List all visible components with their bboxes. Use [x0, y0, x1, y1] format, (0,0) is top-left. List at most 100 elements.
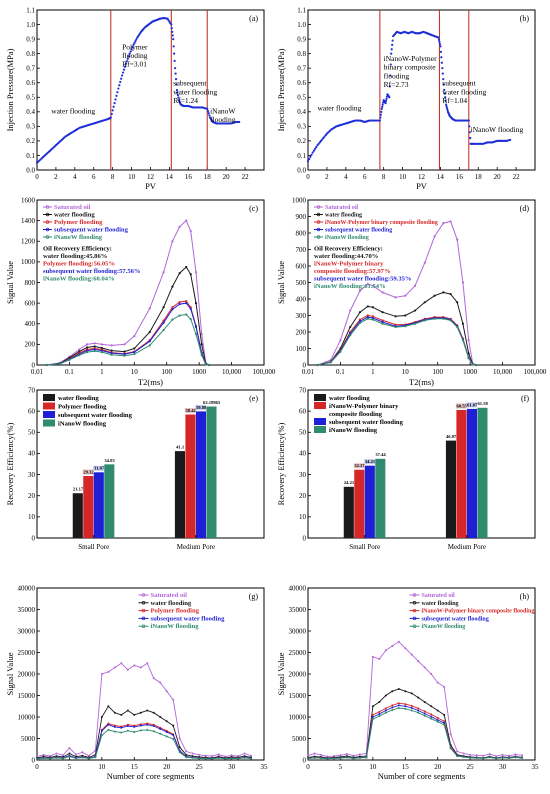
pressure-point: [171, 34, 174, 37]
series-point: [378, 712, 381, 715]
x-tick-label: 15: [402, 763, 410, 771]
series-point: [211, 757, 214, 760]
series-line: [36, 705, 252, 759]
bar: [104, 464, 115, 538]
series-point: [508, 754, 511, 757]
series-point: [462, 756, 465, 759]
y-tick-label: 0.5: [297, 94, 306, 102]
x-tick-label: 8: [382, 173, 386, 181]
legend-entry: Saturated oil: [151, 592, 188, 599]
x-tick-label: 100,000: [524, 368, 547, 376]
x-tick-label: 0: [306, 173, 310, 181]
series-point: [366, 314, 369, 317]
series-point: [319, 753, 322, 756]
pressure-point: [388, 96, 391, 99]
series-point: [189, 229, 192, 233]
y-axis-label: Injection Pressure(MPa): [276, 48, 286, 131]
series-point: [488, 752, 491, 755]
series-point: [87, 757, 90, 760]
legend-marker: [141, 593, 146, 597]
series-point: [123, 353, 126, 356]
series-point: [217, 757, 220, 760]
x-tick-label: 10: [98, 763, 106, 771]
pressure-point: [176, 91, 179, 94]
legend-marker: [316, 220, 321, 224]
y-tick-label: 30000: [18, 627, 36, 635]
x-tick-label: 5: [339, 763, 343, 771]
pressure-point: [174, 72, 177, 75]
series-point: [413, 309, 417, 312]
series-line: [46, 266, 210, 366]
series-point: [237, 757, 240, 760]
x-tick-label: 100,000: [253, 368, 276, 376]
series-point: [371, 284, 374, 287]
legend-swatch: [43, 394, 55, 401]
series-point: [100, 716, 103, 718]
y-tick-label: 30: [28, 471, 36, 479]
series-point: [345, 752, 348, 755]
pressure-point: [442, 83, 445, 86]
legend-marker: [316, 212, 321, 217]
x-tick-label: 1: [100, 368, 104, 376]
annotation: flooding: [384, 71, 410, 80]
annotation: flooding: [210, 115, 236, 124]
series-point: [449, 292, 452, 296]
series-point: [100, 343, 103, 346]
x-tick-label: 0.01: [31, 368, 44, 376]
legend-swatch: [43, 402, 55, 410]
pressure-point: [381, 103, 384, 106]
series-point: [430, 705, 433, 708]
series-point: [85, 349, 89, 352]
legend-entry: Saturated oil: [422, 593, 456, 599]
x-tick-label: 20: [163, 763, 171, 771]
pressure-point: [444, 99, 447, 103]
pressure-point: [177, 96, 180, 99]
series-point: [417, 711, 420, 714]
pressure-point: [206, 107, 209, 111]
bar: [195, 411, 206, 538]
series-point: [430, 673, 433, 675]
series-point: [384, 707, 387, 710]
series-point: [358, 756, 361, 759]
pressure-point: [110, 112, 113, 116]
series-point: [172, 734, 175, 737]
series-point: [36, 757, 38, 760]
series-point: [107, 670, 110, 673]
series-point: [394, 296, 397, 299]
y-tick-label: 0: [32, 534, 36, 542]
series-point: [316, 363, 319, 367]
legend-marker: [45, 220, 50, 224]
pressure-point: [173, 52, 176, 55]
series-line: [317, 220, 477, 366]
pressure-point: [306, 160, 310, 163]
legend-entry: Saturated oil: [325, 205, 359, 211]
series-point: [423, 319, 426, 322]
series-point: [146, 709, 149, 712]
pressure-point: [311, 151, 314, 154]
x-axis-label: PV: [416, 181, 428, 191]
legend-marker: [412, 608, 417, 613]
series-point: [152, 677, 155, 680]
series-point: [417, 707, 420, 710]
pressure-point: [172, 37, 175, 41]
x-tick-label: 6: [92, 173, 96, 181]
pressure-point: [208, 114, 211, 117]
series-line: [46, 313, 209, 366]
series-point: [475, 757, 478, 760]
bar-label-highlight: [466, 402, 477, 408]
series-point: [423, 666, 426, 669]
series-point: [120, 713, 123, 716]
bar: [174, 451, 185, 538]
series-point: [55, 752, 58, 755]
legend-entry: iNanoW flooding: [422, 624, 466, 630]
series-point: [436, 709, 439, 712]
series-point: [436, 719, 439, 722]
series-point: [126, 668, 129, 671]
series-point: [404, 690, 407, 693]
bar-value-label: 59.88: [196, 405, 207, 410]
series-point: [443, 713, 446, 716]
y-tick-label: 0.1: [26, 152, 35, 160]
pressure-point: [379, 116, 382, 119]
series-point: [45, 363, 48, 367]
y-tick-label: 1.0: [297, 21, 306, 29]
